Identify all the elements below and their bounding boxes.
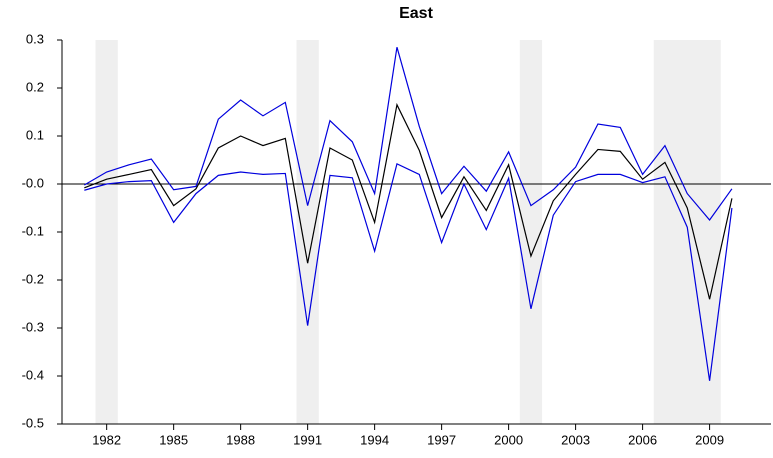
x-tick-label: 1991 bbox=[293, 432, 322, 447]
y-tick-label: 0.2 bbox=[26, 79, 44, 94]
x-tick-label: 1994 bbox=[360, 432, 389, 447]
y-tick-label: -0.2 bbox=[22, 271, 44, 286]
y-tick-label: -0.1 bbox=[22, 223, 44, 238]
x-tick-label: 1988 bbox=[226, 432, 255, 447]
x-tick-label: 2009 bbox=[695, 432, 724, 447]
y-tick-label: -0.0 bbox=[22, 175, 44, 190]
x-tick-label: 1985 bbox=[159, 432, 188, 447]
y-tick-label: 0.3 bbox=[26, 31, 44, 46]
y-tick-label: -0.5 bbox=[22, 415, 44, 430]
y-tick-label: -0.3 bbox=[22, 319, 44, 334]
series-line bbox=[84, 162, 733, 381]
x-tick-label: 2006 bbox=[628, 432, 657, 447]
shaded-region bbox=[653, 40, 721, 424]
shaded-region bbox=[519, 40, 543, 424]
x-tick-label: 1982 bbox=[92, 432, 121, 447]
y-tick-label: 0.1 bbox=[26, 127, 44, 142]
x-tick-label: 2003 bbox=[561, 432, 590, 447]
shaded-region bbox=[296, 40, 319, 424]
chart-title: East bbox=[399, 5, 433, 22]
series-line bbox=[84, 102, 733, 300]
x-tick-label: 2000 bbox=[494, 432, 523, 447]
series-line bbox=[84, 47, 733, 221]
shaded-region bbox=[95, 40, 118, 424]
y-tick-label: -0.4 bbox=[22, 367, 44, 382]
x-tick-label: 1997 bbox=[427, 432, 456, 447]
